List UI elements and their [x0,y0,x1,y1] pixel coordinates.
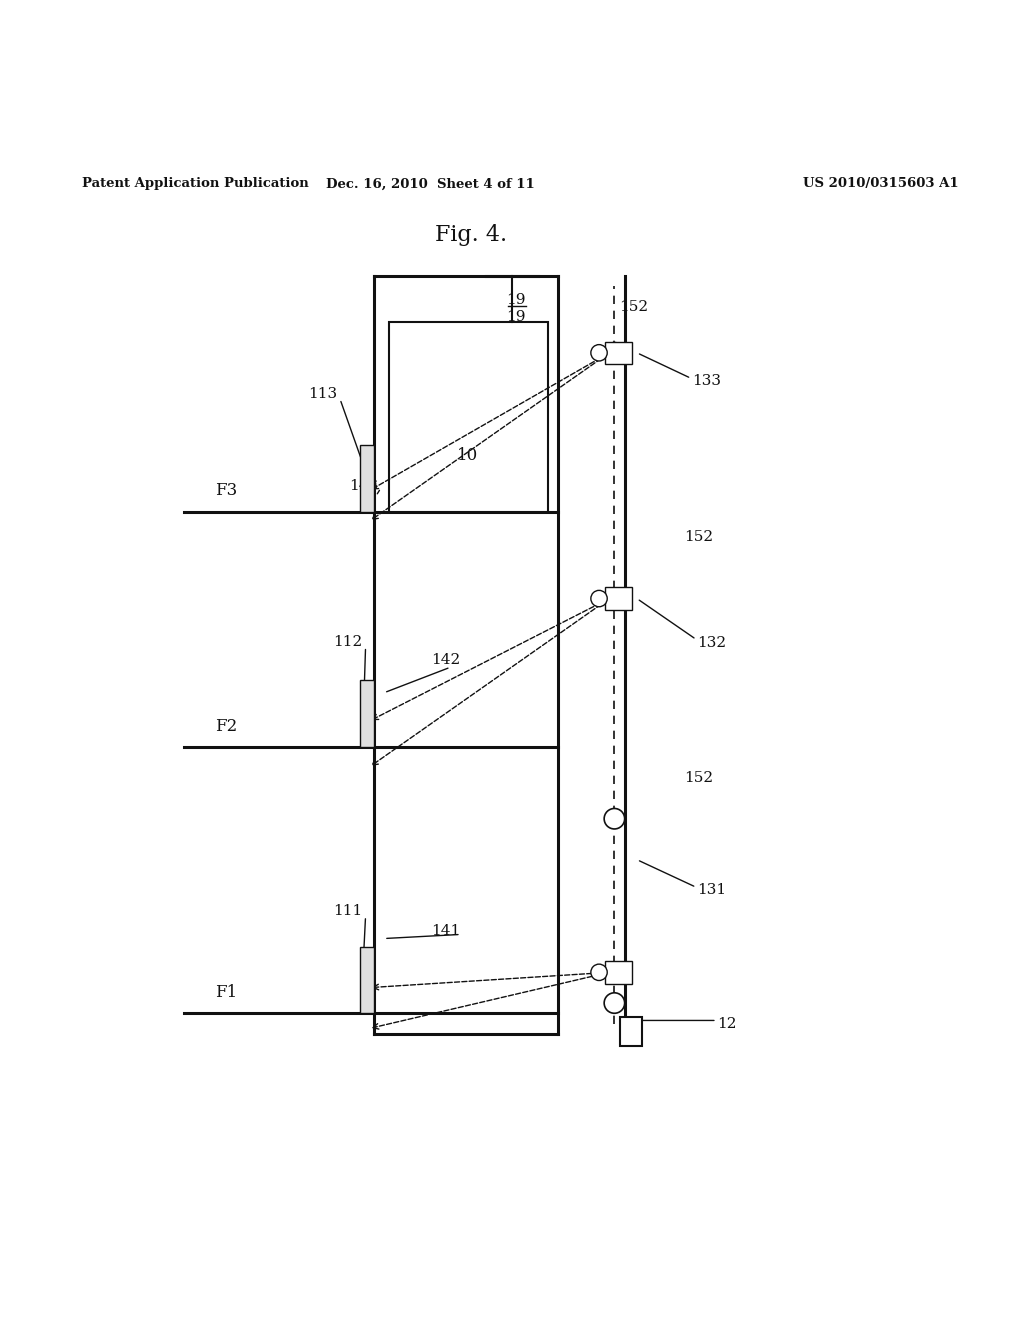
Circle shape [591,345,607,360]
Text: F3: F3 [215,482,238,499]
Text: 142: 142 [431,653,460,667]
FancyBboxPatch shape [360,681,374,747]
Circle shape [604,343,625,363]
Text: Dec. 16, 2010  Sheet 4 of 11: Dec. 16, 2010 Sheet 4 of 11 [326,177,535,190]
Circle shape [591,964,607,981]
Text: 113: 113 [308,387,337,401]
Text: 19: 19 [506,293,526,306]
Text: 152: 152 [684,531,713,544]
Text: 19: 19 [506,310,526,323]
Circle shape [604,808,625,829]
Text: F2: F2 [215,718,238,735]
Circle shape [604,993,625,1014]
Text: Patent Application Publication: Patent Application Publication [82,177,308,190]
Text: 152: 152 [620,300,648,314]
Text: 111: 111 [334,904,362,917]
Text: 112: 112 [334,635,362,648]
FancyBboxPatch shape [389,322,548,512]
Text: 152: 152 [684,771,713,785]
Text: 12: 12 [717,1016,736,1031]
FancyBboxPatch shape [605,961,632,983]
Text: US 2010/0315603 A1: US 2010/0315603 A1 [803,177,958,190]
Text: 131: 131 [697,883,726,898]
FancyBboxPatch shape [605,342,632,364]
Text: 132: 132 [697,636,726,649]
FancyBboxPatch shape [620,1018,642,1045]
FancyBboxPatch shape [360,445,374,512]
Text: 141: 141 [431,924,460,939]
Text: 133: 133 [692,375,721,388]
Text: Fig. 4.: Fig. 4. [435,224,507,246]
FancyBboxPatch shape [605,587,632,610]
Text: 143: 143 [349,479,378,492]
Circle shape [604,589,625,609]
Text: F1: F1 [215,983,238,1001]
Circle shape [591,590,607,607]
FancyBboxPatch shape [360,946,374,1014]
Text: 10: 10 [458,446,478,463]
